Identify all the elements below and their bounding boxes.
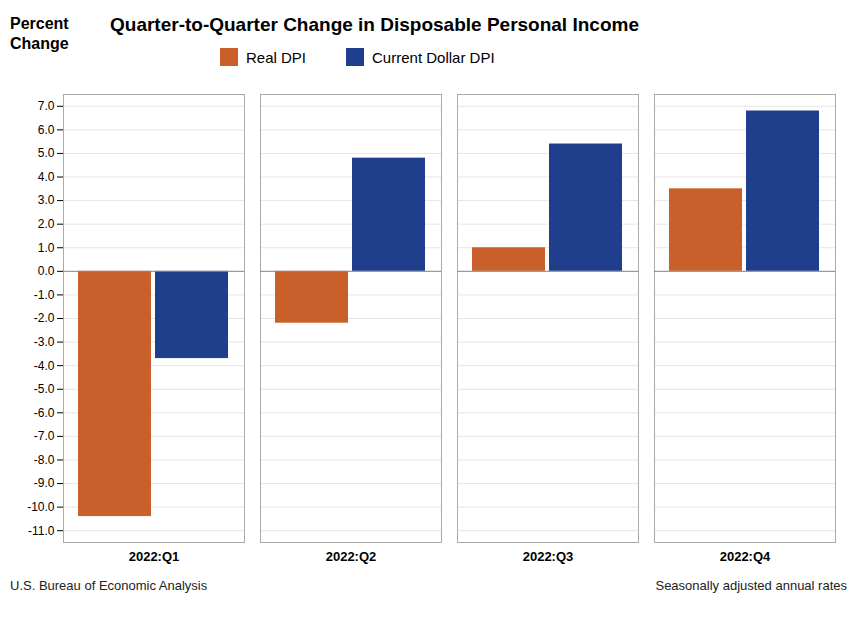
svg-text:-5.0: -5.0 — [34, 382, 55, 396]
svg-text:-9.0: -9.0 — [34, 476, 55, 490]
html-text:Current Dollar DPI: Current Dollar DPI — [372, 48, 495, 66]
svg-text:2022:Q3: 2022:Q3 — [523, 549, 574, 564]
svg-text:2022:Q1: 2022:Q1 — [129, 549, 180, 564]
svg-text:3.0: 3.0 — [38, 193, 55, 207]
svg-text:0.0: 0.0 — [38, 264, 55, 278]
svg-text:-3.0: -3.0 — [34, 335, 55, 349]
svg-text:-7.0: -7.0 — [34, 429, 55, 443]
html-text:U.S. Bureau of Economic Analys: U.S. Bureau of Economic Analysis — [10, 578, 208, 593]
html-text:Quarter-to-Quarter Change in D: Quarter-to-Quarter Change in Disposable … — [110, 14, 639, 35]
svg-text:2.0: 2.0 — [38, 217, 55, 231]
svg-text:-10.0: -10.0 — [27, 500, 55, 514]
svg-text:-8.0: -8.0 — [34, 453, 55, 467]
svg-text:5.0: 5.0 — [38, 146, 55, 160]
svg-text:-6.0: -6.0 — [34, 406, 55, 420]
svg-text:1.0: 1.0 — [38, 241, 55, 255]
svg-text:6.0: 6.0 — [38, 123, 55, 137]
html-text:Seasonally adjusted annual rat: Seasonally adjusted annual rates — [655, 578, 847, 593]
svg-text:2022:Q4: 2022:Q4 — [720, 549, 771, 564]
svg-text:7.0: 7.0 — [38, 99, 55, 113]
html-text:Change: Change — [10, 35, 69, 52]
svg-text:-11.0: -11.0 — [28, 524, 55, 538]
html-text:Real DPI: Real DPI — [246, 48, 306, 66]
svg-text:4.0: 4.0 — [38, 170, 55, 184]
svg-text:-2.0: -2.0 — [34, 311, 55, 325]
svg-text:2022:Q2: 2022:Q2 — [326, 549, 377, 564]
svg-text:-1.0: -1.0 — [34, 288, 55, 302]
html-text:Percent: Percent — [10, 15, 69, 32]
svg-text:-4.0: -4.0 — [34, 358, 55, 372]
